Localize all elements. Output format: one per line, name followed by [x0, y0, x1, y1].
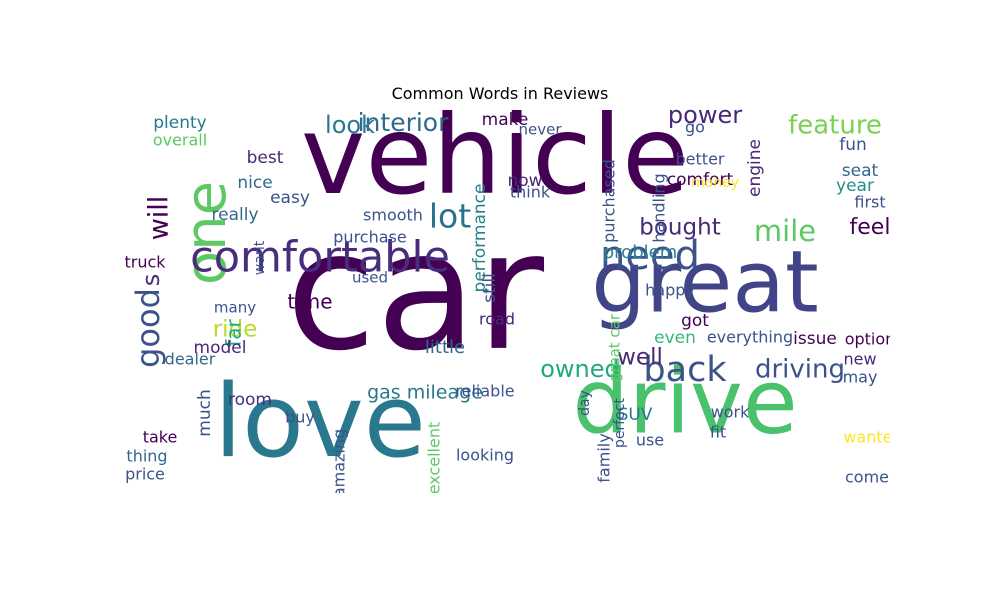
- word-power: power: [668, 108, 742, 129]
- word-need: need: [600, 233, 700, 279]
- word-engine: engine: [745, 139, 765, 197]
- word-used: used: [352, 269, 388, 287]
- word-bought: bought: [639, 215, 720, 241]
- word-reliable: reliable: [455, 382, 514, 401]
- chart-title: Common Words in Reviews: [391, 84, 609, 103]
- word-issue: issue: [793, 329, 837, 349]
- word-ride: ride: [213, 317, 258, 343]
- word-use: use: [636, 431, 664, 450]
- word-many: many: [214, 299, 256, 317]
- word-dealer: dealer: [165, 350, 216, 369]
- word-good: good: [129, 288, 167, 368]
- word-work: work: [711, 403, 750, 422]
- word-looking: looking: [456, 446, 514, 465]
- word-take: take: [143, 428, 178, 447]
- word-go: go: [685, 118, 705, 137]
- word-truck: truck: [125, 253, 166, 272]
- word-gas-mileage: gas mileage: [367, 382, 483, 404]
- word-never: never: [518, 121, 562, 139]
- word-feel: feel: [850, 215, 890, 240]
- word-now: now: [507, 171, 542, 191]
- word-still: still: [480, 273, 500, 303]
- word-new: new: [843, 350, 876, 369]
- word-road: road: [479, 310, 515, 329]
- word-suv: SUV: [618, 405, 653, 425]
- word-love: love: [214, 362, 426, 480]
- word-fun: fun: [839, 135, 867, 155]
- word-problem: problem: [603, 242, 677, 263]
- word-mile: mile: [754, 214, 816, 248]
- word-day: day: [577, 390, 593, 416]
- word-model: model: [194, 338, 247, 358]
- word-back: back: [643, 350, 727, 390]
- word-first: first: [854, 193, 885, 212]
- word-price: price: [125, 465, 165, 484]
- word-comfortable: comfortable: [190, 233, 450, 283]
- word-think: think: [510, 183, 551, 202]
- word-seat: seat: [842, 161, 879, 181]
- word-really: really: [212, 205, 259, 225]
- word-overall: overall: [153, 131, 207, 150]
- word-better: better: [676, 150, 725, 169]
- word-smooth: smooth: [363, 206, 423, 225]
- word-got: got: [681, 311, 709, 331]
- word-happy: happy: [645, 281, 695, 300]
- word-lot: lot: [429, 197, 471, 236]
- word-even: even: [654, 328, 696, 348]
- word-may: may: [843, 368, 878, 387]
- word-family: family: [595, 433, 614, 482]
- word-come: come: [845, 468, 889, 487]
- word-feature: feature: [788, 111, 882, 141]
- word-plenty: plenty: [153, 113, 206, 133]
- word-purchase: purchase: [333, 228, 406, 247]
- word-easy: easy: [270, 188, 310, 208]
- word-year: year: [836, 176, 874, 196]
- word-little: little: [425, 337, 465, 358]
- word-car: car: [286, 196, 545, 387]
- word-nice: nice: [237, 173, 272, 193]
- word-cloud: car vehicle love drive great one comfortable ne…: [125, 108, 890, 493]
- word-best: best: [247, 148, 284, 168]
- word-great-car: great car: [606, 313, 624, 382]
- word-excellent: excellent: [425, 422, 444, 493]
- word-s: s: [137, 274, 165, 287]
- word-one: one: [174, 181, 239, 285]
- word-purchased: purchased: [600, 159, 619, 243]
- word-fit: fit: [710, 423, 726, 442]
- word-option: option: [845, 330, 890, 349]
- word-comfort: comfort: [667, 170, 734, 190]
- word-performance: performance: [470, 184, 490, 293]
- word-everything: everything: [707, 328, 793, 347]
- word-want: want: [252, 240, 268, 275]
- word-amazing: amazing: [330, 429, 349, 493]
- word-great: great: [591, 232, 818, 332]
- word-drive: drive: [572, 349, 797, 453]
- word-handling: handling: [650, 173, 669, 242]
- word-driving: driving: [755, 355, 845, 385]
- word-time: time: [287, 290, 332, 314]
- word-vehicle: vehicle: [301, 108, 689, 219]
- word-far: far: [222, 318, 246, 346]
- word-thing: thing: [126, 447, 167, 466]
- word-owned: owned: [540, 355, 620, 383]
- word-much: much: [195, 389, 215, 436]
- word-perfect: perfect: [612, 397, 628, 447]
- word-well: well: [617, 345, 663, 371]
- word-look: look: [325, 111, 375, 139]
- word-room: room: [228, 390, 272, 410]
- word-money: money: [691, 175, 739, 191]
- word-buy: buy: [285, 408, 315, 427]
- word-will: will: [144, 196, 175, 241]
- word-make: make: [482, 110, 529, 130]
- word-wanted: wanted: [843, 428, 890, 447]
- word-interior: interior: [358, 108, 449, 137]
